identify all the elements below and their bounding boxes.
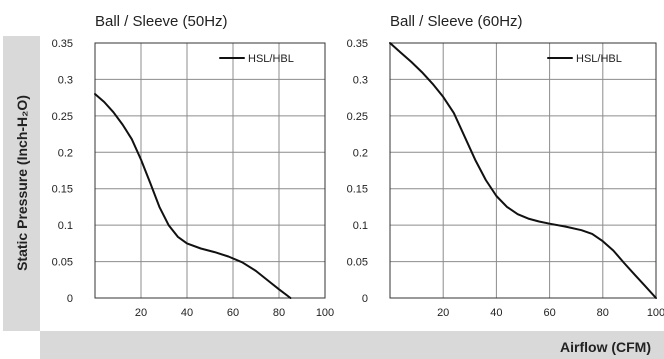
y-tick-label-50hz: 0.1 bbox=[58, 220, 73, 232]
y-tick-label-60hz: 0 bbox=[362, 293, 368, 305]
x-tick-label-60hz: 100 bbox=[647, 307, 664, 319]
y-tick-label-60hz: 0.1 bbox=[353, 220, 368, 232]
x-tick-label-50hz: 80 bbox=[273, 307, 285, 319]
y-tick-label-60hz: 0.05 bbox=[347, 257, 368, 269]
series-line-60hz bbox=[389, 42, 657, 299]
y-tick-label-60hz: 0.2 bbox=[353, 147, 368, 159]
y-axis-band bbox=[3, 36, 40, 331]
x-axis-band bbox=[40, 331, 664, 359]
y-tick-label-50hz: 0.25 bbox=[52, 111, 73, 123]
y-tick-label-60hz: 0.25 bbox=[347, 111, 368, 123]
x-tick-label-50hz: 60 bbox=[227, 307, 239, 319]
legend-label-50hz: HSL/HBL bbox=[248, 53, 294, 65]
legend-label-60hz: HSL/HBL bbox=[576, 53, 622, 65]
y-axis-title: Static Pressure (Inch-H₂O) bbox=[14, 95, 30, 271]
x-tick-label-60hz: 40 bbox=[490, 307, 502, 319]
x-tick-label-50hz: 40 bbox=[181, 307, 193, 319]
y-tick-label-50hz: 0.35 bbox=[52, 38, 73, 50]
plot-frame-50hz bbox=[94, 42, 326, 299]
y-tick-label-50hz: 0.05 bbox=[52, 257, 73, 269]
x-tick-label-50hz: 20 bbox=[135, 307, 147, 319]
chart-60hz: 20 40 60 80 100 0 0.05 0.1 0.15 0.2 0.25 0.3 0.35 HSL… bbox=[347, 13, 664, 319]
x-tick-label-50hz: 100 bbox=[316, 307, 334, 319]
y-tick-label-60hz: 0.15 bbox=[347, 184, 368, 196]
chart-title-60hz: Ball / Sleeve (60Hz) bbox=[390, 13, 523, 30]
plot-area-50hz bbox=[95, 43, 325, 298]
x-axis-title: Airflow (CFM) bbox=[560, 339, 651, 355]
y-tick-label-60hz: 0.3 bbox=[353, 74, 368, 86]
x-tick-label-60hz: 80 bbox=[597, 307, 609, 319]
y-tick-label-50hz: 0 bbox=[67, 293, 73, 305]
chart-title-50hz: Ball / Sleeve (50Hz) bbox=[95, 13, 228, 30]
plot-frame-60hz bbox=[389, 42, 657, 299]
x-tick-label-60hz: 20 bbox=[437, 307, 449, 319]
chart-50hz: 20 40 60 80 100 0 0.05 0.1 0.15 0.2 0.25 0.3 0.35 HSL… bbox=[52, 13, 335, 319]
y-tick-label-50hz: 0.15 bbox=[52, 184, 73, 196]
y-tick-label-50hz: 0.2 bbox=[58, 147, 73, 159]
series-line-50hz bbox=[94, 93, 292, 299]
y-tick-label-60hz: 0.35 bbox=[347, 38, 368, 50]
y-tick-label-50hz: 0.3 bbox=[58, 74, 73, 86]
x-tick-label-60hz: 60 bbox=[543, 307, 555, 319]
